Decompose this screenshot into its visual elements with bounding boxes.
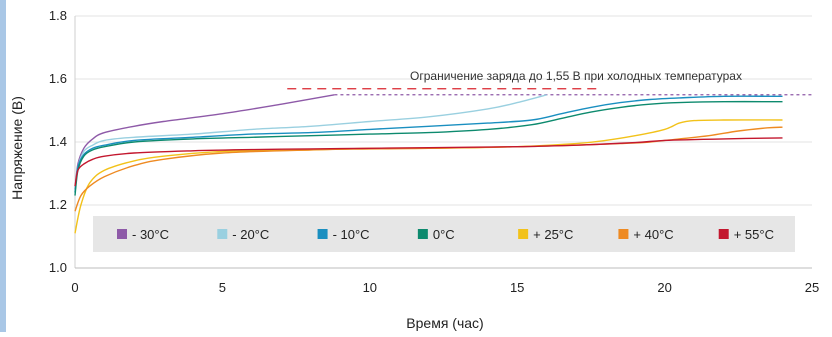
x-tick-label: 20 [657,280,671,295]
y-tick-label: 1.0 [49,260,67,275]
y-tick-label: 1.2 [49,197,67,212]
series-lines [74,94,783,234]
legend-label: + 40°C [633,227,673,242]
legend-label: - 20°C [232,227,269,242]
x-tick-label: 0 [71,280,78,295]
x-axis-title: Время (час) [406,315,483,331]
axes [74,16,812,269]
legend-label: - 30°C [132,227,169,242]
tick-labels: 1.0 1.2 1.4 1.6 1.8 0 5 10 15 20 25 [49,8,819,295]
legend-swatch [518,229,529,239]
x-tick-label: 10 [363,280,377,295]
y-tick-label: 1.8 [49,8,67,23]
series-line-1 [74,94,335,190]
grid-lines [75,15,812,206]
series-line-2 [74,94,547,193]
x-tick-label: 25 [805,280,819,295]
y-tick-label: 1.4 [49,134,67,149]
legend-swatch [417,229,428,239]
legend-label: + 25°C [533,227,573,242]
series-line-3 [74,95,783,193]
y-tick-label: 1.6 [49,71,67,86]
legend-swatch [217,229,228,239]
series-line-7 [74,137,783,187]
legend-swatch [718,229,729,239]
legend-swatch [117,229,127,239]
legend-label: + 55°C [734,227,774,242]
legend: - 30°C - 20°C - 10°C 0°C + 25°C + 40°C + 55°C [93,216,795,252]
legend-label: 0°C [433,227,455,242]
x-tick-label: 5 [219,280,226,295]
legend-swatch [317,229,328,239]
annotation-group: Ограничение заряда до 1,55 В при холодны… [287,69,812,96]
x-tick-label: 15 [510,280,524,295]
series-line-4 [74,100,783,196]
y-axis-title: Напряжение (В) [9,96,25,200]
annotation-text: Ограничение заряда до 1,55 В при холодны… [410,69,742,83]
left-accent-bar [0,0,6,332]
legend-box [93,216,795,252]
legend-label: - 10°C [333,227,370,242]
legend-swatch [618,229,629,239]
